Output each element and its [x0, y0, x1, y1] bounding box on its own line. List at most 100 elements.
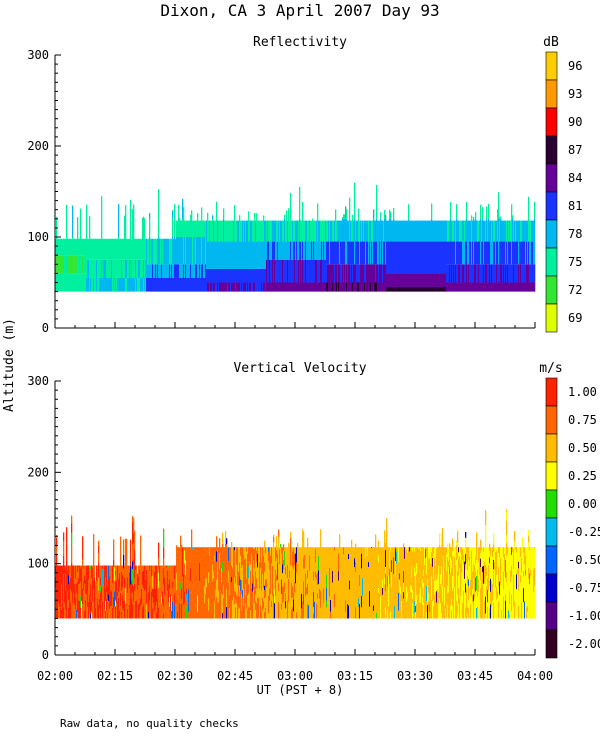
data-cell [296, 220, 298, 242]
data-cell [333, 573, 335, 587]
data-cell [122, 565, 124, 575]
data-cell [232, 584, 234, 601]
data-cell [431, 241, 433, 274]
data-cell [214, 561, 216, 566]
data-cell [155, 565, 157, 571]
data-cell [312, 241, 314, 260]
data-cell [304, 568, 306, 577]
data-cell [429, 241, 431, 274]
data-cell [83, 568, 85, 581]
data-cell [220, 609, 222, 619]
data-cell [238, 220, 240, 242]
data-cell [397, 601, 399, 619]
data-cell [313, 259, 315, 283]
data-cell [413, 601, 415, 608]
data-cell [329, 241, 331, 265]
data-cell [392, 592, 394, 611]
data-cell [129, 238, 131, 260]
data-cell [508, 547, 510, 550]
data-cell [139, 565, 141, 570]
data-cell [258, 241, 260, 269]
data-cell [375, 220, 377, 242]
data-cell [494, 604, 496, 619]
data-cell [470, 595, 472, 605]
data-cell [396, 563, 398, 574]
data-cell [437, 547, 439, 554]
data-cell [485, 564, 487, 579]
data-cell [84, 255, 86, 274]
data-cell [158, 189, 160, 219]
data-cell [182, 559, 184, 577]
data-cell [506, 582, 508, 593]
data-cell [399, 591, 401, 608]
data-cell [97, 577, 99, 586]
data-cell [265, 220, 267, 242]
data-cell [364, 547, 366, 555]
data-cell [492, 610, 494, 619]
data-cell [276, 259, 278, 283]
data-cell [477, 282, 479, 292]
data-cell [369, 564, 371, 577]
data-cell [70, 602, 72, 619]
data-cell [458, 552, 460, 560]
data-cell [443, 556, 445, 573]
data-cell [69, 611, 71, 619]
data-cell [464, 547, 466, 562]
data-cell [465, 531, 467, 538]
data-cell [498, 547, 500, 554]
data-cell [488, 218, 490, 242]
data-cell [316, 220, 318, 242]
data-cell [309, 220, 311, 242]
data-cell [292, 547, 294, 552]
data-cell [230, 604, 232, 619]
data-cell [167, 590, 169, 596]
data-cell [158, 572, 160, 589]
data-cell [249, 577, 251, 586]
data-cell [271, 220, 273, 242]
data-cell [111, 259, 113, 278]
data-cell [279, 583, 281, 597]
data-cell [373, 218, 375, 242]
data-cell [453, 220, 455, 242]
data-cell [59, 588, 61, 598]
data-cell [284, 241, 286, 260]
data-cell [262, 282, 264, 292]
data-cell [411, 220, 413, 242]
data-cell [514, 531, 516, 542]
data-cell [242, 565, 244, 578]
data-cell [415, 287, 417, 292]
data-cell [377, 573, 379, 583]
data-cell [168, 238, 170, 265]
data-cell [130, 554, 132, 567]
data-cell [526, 282, 528, 292]
data-cell [145, 277, 147, 292]
data-cell [372, 601, 374, 619]
data-cell [410, 591, 412, 606]
data-cell [80, 607, 82, 619]
data-cell [197, 547, 199, 557]
data-cell [416, 574, 418, 581]
data-cell [376, 577, 378, 583]
data-cell [270, 601, 272, 619]
data-cell [300, 282, 302, 292]
data-cell [341, 282, 343, 292]
data-cell [302, 218, 304, 242]
data-cell [527, 220, 529, 242]
data-cell [272, 259, 274, 283]
data-cell [203, 264, 205, 278]
data-cell [492, 570, 494, 585]
data-cell [364, 264, 366, 283]
data-cell [323, 282, 325, 292]
data-cell [179, 217, 181, 219]
data-cell [311, 220, 313, 242]
data-cell [383, 241, 385, 265]
data-cell [265, 608, 267, 619]
data-cell [492, 547, 494, 557]
data-cell [127, 238, 129, 260]
data-cell [506, 509, 508, 512]
data-cell [368, 264, 370, 283]
data-cell [176, 557, 178, 573]
data-cell [344, 573, 346, 590]
data-cell [449, 264, 451, 283]
data-cell [471, 550, 473, 562]
